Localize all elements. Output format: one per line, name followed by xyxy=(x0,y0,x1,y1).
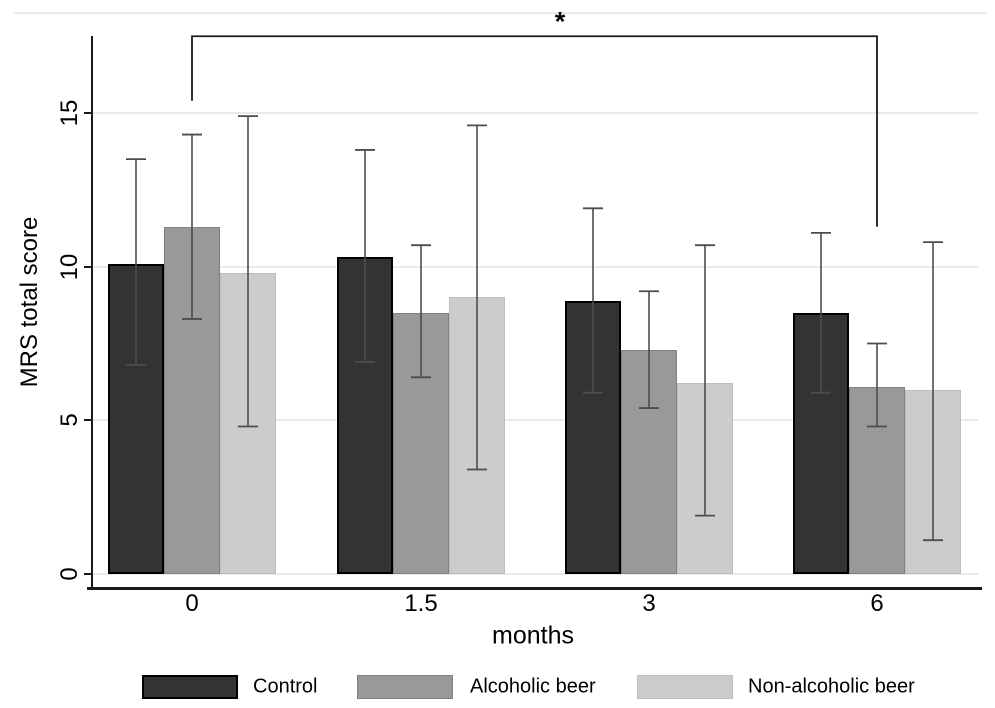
legend-swatch-alcoholic-beer xyxy=(357,675,453,699)
x-axis-title: months xyxy=(492,621,574,650)
legend-label-non-alcoholic-beer: Non-alcoholic beer xyxy=(748,675,915,698)
y-axis-title: MRS total score xyxy=(16,216,43,388)
gridline-y-0 xyxy=(92,573,978,575)
gridline-y-15 xyxy=(92,112,978,115)
error-bar-alcoholic-beer-month-1-5 xyxy=(411,244,431,379)
error-bar-non-alcoholic-beer-month-3 xyxy=(695,244,715,517)
y-tick-5 xyxy=(84,419,92,422)
y-tick-10 xyxy=(84,265,92,268)
y-tick-label-5: 5 xyxy=(56,413,83,428)
x-axis-line xyxy=(87,587,982,590)
y-axis-line xyxy=(91,36,93,590)
graph-top-border xyxy=(14,12,987,14)
significance-asterisk: * xyxy=(554,6,566,37)
significance-bracket xyxy=(191,35,878,227)
y-tick-15 xyxy=(84,112,92,115)
legend-swatch-control xyxy=(142,675,238,699)
x-tick-label-month-0: 0 xyxy=(185,590,199,617)
legend-label-control: Control xyxy=(253,675,318,698)
error-bar-alcoholic-beer-month-0 xyxy=(182,133,202,320)
bar-alcoholic-beer-month-0 xyxy=(164,226,220,574)
x-tick-label-month-3: 3 xyxy=(642,590,656,617)
error-bar-alcoholic-beer-month-6 xyxy=(867,342,887,428)
y-tick-label-10: 10 xyxy=(56,253,83,281)
x-tick-label-month-6: 6 xyxy=(870,590,884,617)
y-tick-label-0: 0 xyxy=(56,567,83,581)
error-bar-non-alcoholic-beer-month-0 xyxy=(238,115,258,428)
gridline-y-10 xyxy=(92,265,978,268)
x-tick-label-month-1-5: 1.5 xyxy=(404,590,438,617)
error-bar-control-month-1-5 xyxy=(355,149,375,363)
error-bar-control-month-6 xyxy=(811,231,831,394)
y-tick-label-15: 15 xyxy=(56,99,83,127)
legend-swatch-non-alcoholic-beer xyxy=(637,675,733,699)
error-bar-non-alcoholic-beer-month-6 xyxy=(923,241,943,542)
error-bar-control-month-0 xyxy=(126,158,146,366)
gridline-y-5 xyxy=(92,419,978,422)
legend-label-alcoholic-beer: Alcoholic beer xyxy=(470,675,596,698)
y-tick-0 xyxy=(84,573,92,575)
error-bar-alcoholic-beer-month-3 xyxy=(639,290,659,409)
error-bar-control-month-3 xyxy=(583,207,603,394)
error-bar-non-alcoholic-beer-month-1-5 xyxy=(467,124,487,471)
